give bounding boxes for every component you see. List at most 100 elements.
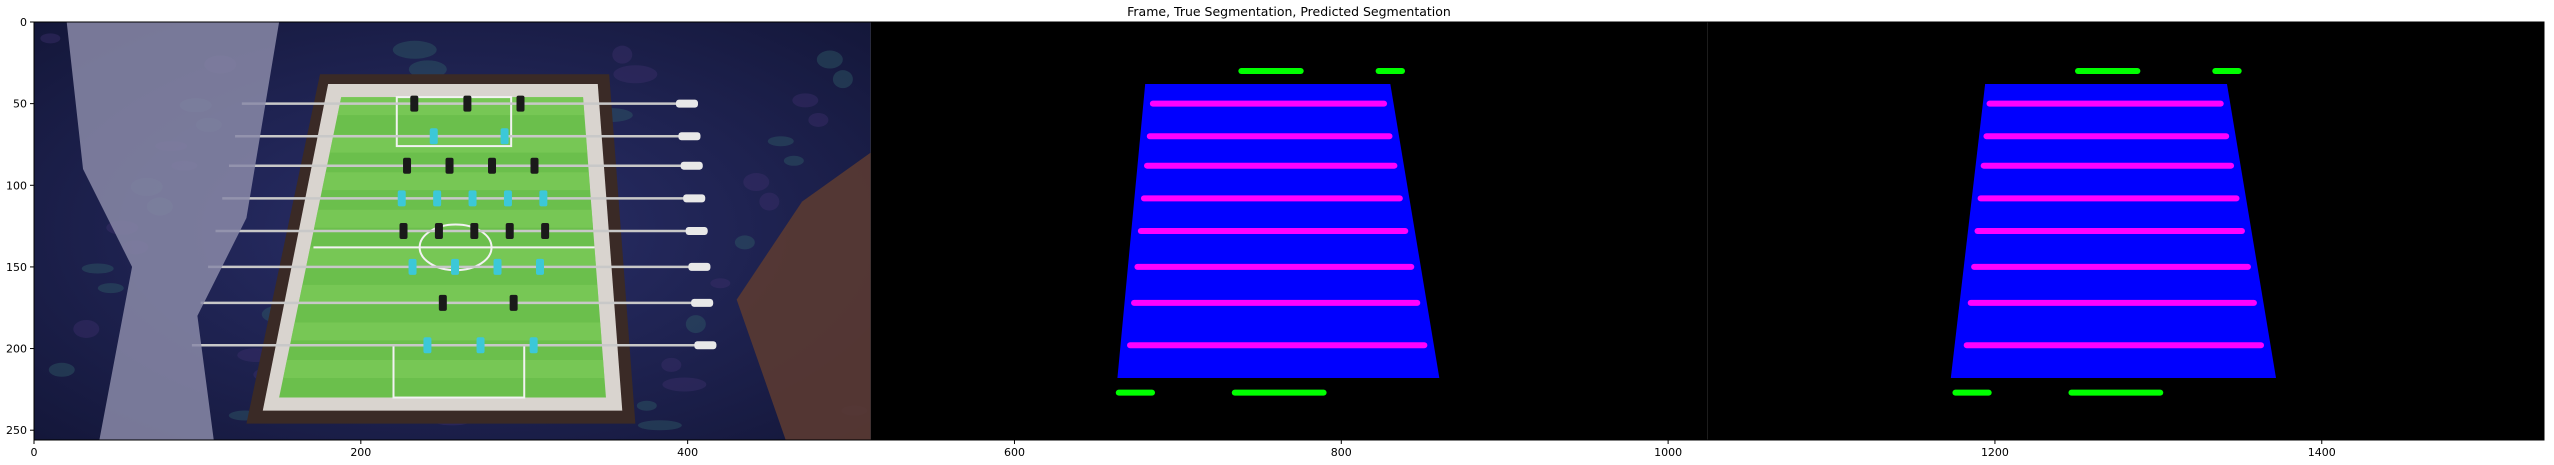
player-figure xyxy=(516,95,525,112)
predicted-segmentation-rod-mask xyxy=(1977,195,2240,202)
player-figure xyxy=(493,258,502,275)
true-segmentation-rod-mask xyxy=(1127,342,1428,349)
player-figure xyxy=(541,223,550,239)
player-figure xyxy=(438,294,447,311)
true-segmentation-handle-mask xyxy=(1231,389,1327,396)
goal-area-top xyxy=(395,96,513,148)
image-area xyxy=(34,22,2544,440)
player-figure xyxy=(468,190,477,207)
axes-frame xyxy=(33,21,2545,441)
true-segmentation-rod-mask xyxy=(1149,100,1388,107)
felt-stripe xyxy=(283,359,605,378)
carpet-pattern xyxy=(97,283,124,294)
player-figure xyxy=(530,157,539,174)
carpet-pattern xyxy=(734,235,755,250)
true-segmentation-handle-mask xyxy=(1115,389,1156,396)
true-segmentation-handle-mask xyxy=(1238,67,1304,74)
felt-stripe xyxy=(321,172,591,191)
felt-stripe xyxy=(329,134,588,153)
chart-title: Frame, True Segmentation, Predicted Segm… xyxy=(1127,4,1451,19)
player-figure xyxy=(451,258,460,275)
player-figure xyxy=(429,128,438,145)
carpet-pattern xyxy=(832,70,853,89)
player-figure xyxy=(539,190,548,207)
carpet-pattern xyxy=(816,50,843,69)
predicted-segmentation-rod-mask xyxy=(1963,342,2265,349)
player-figure xyxy=(463,95,472,112)
x-tick-label: 1000 xyxy=(1654,446,1682,459)
predicted-segmentation-rod-mask xyxy=(1974,228,2245,234)
felt-stripe xyxy=(290,322,602,341)
felt-stripe xyxy=(337,97,585,116)
predicted-segmentation-rod-mask xyxy=(1986,100,2224,107)
y-tick-label: 150 xyxy=(6,261,27,274)
player-figure xyxy=(445,157,454,174)
carpet-pattern xyxy=(662,377,707,392)
player-figure xyxy=(505,223,514,239)
carpet-pattern xyxy=(408,60,447,79)
rod-handle xyxy=(675,99,698,108)
carpet-pattern xyxy=(759,192,780,211)
felt-stripe xyxy=(314,209,594,228)
true-segmentation-rod-mask xyxy=(1137,228,1409,234)
carpet-pattern xyxy=(48,362,75,377)
predicted-segmentation-handle-mask xyxy=(1952,389,1992,396)
felt-stripe xyxy=(298,284,599,303)
player-figure xyxy=(399,223,408,239)
player-figure xyxy=(476,337,485,354)
player-figure xyxy=(503,190,512,207)
rod-handle xyxy=(680,161,703,170)
predicted-segmentation-handle-mask xyxy=(2075,67,2141,74)
player-figure xyxy=(397,190,406,207)
x-tick-label: 800 xyxy=(1331,446,1352,459)
carpet-pattern xyxy=(637,420,682,431)
carpet-pattern xyxy=(73,319,100,338)
predicted-segmentation-handle-mask xyxy=(2068,389,2164,396)
x-tick-label: 400 xyxy=(677,446,698,459)
rod-handle xyxy=(683,194,706,203)
player-figure xyxy=(433,190,442,207)
carpet-pattern xyxy=(710,278,731,289)
felt-stripe xyxy=(306,247,596,266)
true-segmentation-rod-mask xyxy=(1131,299,1421,306)
carpet-pattern xyxy=(636,400,657,411)
player-figure xyxy=(423,337,432,354)
player-figure xyxy=(470,223,479,239)
rod-handle xyxy=(678,132,701,141)
rod-handle xyxy=(688,262,711,271)
player-right-person xyxy=(736,152,871,440)
player-left-person xyxy=(66,22,280,440)
true-segmentation-rod-mask xyxy=(1140,195,1403,202)
y-tick-label: 50 xyxy=(13,98,27,111)
predicted-segmentation-rod-mask xyxy=(1983,133,2230,140)
y-tick-label: 200 xyxy=(6,343,27,356)
predicted-segmentation-rod-mask xyxy=(1971,263,2251,270)
player-figure xyxy=(509,294,518,311)
carpet-pattern xyxy=(808,112,829,127)
true-segmentation-handle-mask xyxy=(1375,67,1406,74)
player-figure xyxy=(529,337,538,354)
true-segmentation-rod-mask xyxy=(1134,263,1415,270)
y-axis: 0 50 100 150 200 250 xyxy=(6,16,34,437)
predicted-segmentation-rod-mask xyxy=(1967,299,2257,306)
player-figure xyxy=(408,258,417,275)
carpet-pattern xyxy=(612,45,633,64)
player-figure xyxy=(410,95,419,112)
y-tick-label: 250 xyxy=(6,424,27,437)
player-figure xyxy=(488,157,497,174)
player-figure xyxy=(536,258,545,275)
x-tick-label: 1200 xyxy=(1981,446,2009,459)
predicted-segmentation-handle-mask xyxy=(2212,67,2242,74)
carpet-pattern xyxy=(392,40,437,59)
carpet-pattern xyxy=(685,315,706,334)
rod-handle xyxy=(694,341,717,350)
y-tick-label: 100 xyxy=(6,179,27,192)
x-axis: 0 200 400 600 800 1000 1200 1400 xyxy=(31,440,2336,459)
carpet-pattern xyxy=(613,65,658,84)
rod-handle xyxy=(691,298,714,307)
y-tick-label: 0 xyxy=(20,16,27,29)
rod-handle xyxy=(685,227,708,235)
true-segmentation-rod-mask xyxy=(1144,162,1398,169)
x-tick-label: 1400 xyxy=(2308,446,2336,459)
x-tick-label: 600 xyxy=(1004,446,1025,459)
